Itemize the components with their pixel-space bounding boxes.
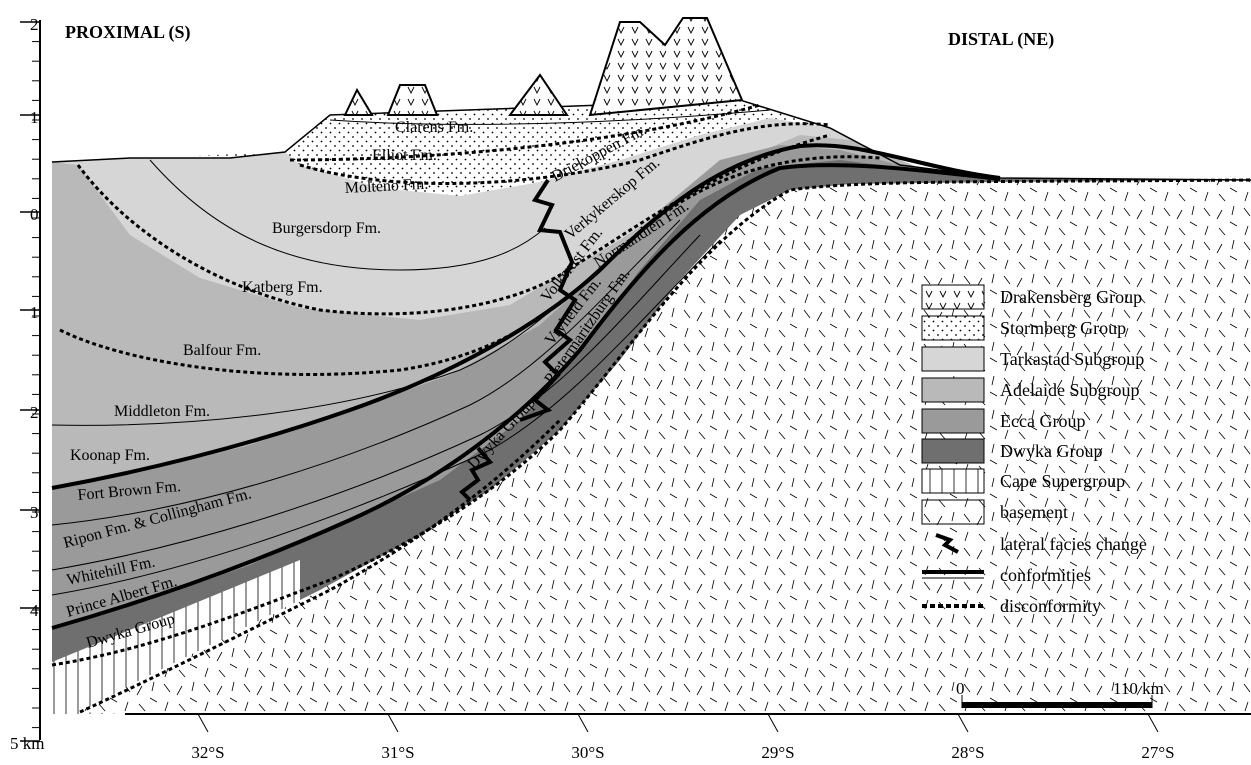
depth-label: 1: [30, 108, 39, 127]
cross-section: PROXIMAL (S) DISTAL (NE) 0 110 km 2 1 0 1 2 3…: [0, 0, 1251, 765]
legend-swatch: [922, 316, 984, 340]
formation-label: Balfour Fm.: [183, 342, 261, 359]
distal-label: DISTAL (NE): [948, 29, 1054, 50]
lat-label: 27°S: [1141, 743, 1174, 762]
lat-tick: [768, 714, 778, 732]
lat-label: 30°S: [571, 743, 604, 762]
legend-label: Tarkastad Subgroup: [1000, 349, 1144, 369]
depth-label: 5 km: [10, 734, 44, 753]
scale-start: 0: [956, 679, 965, 698]
lat-tick: [388, 714, 398, 732]
legend-label: Stormberg Group: [1000, 318, 1126, 338]
depth-label: 0: [30, 205, 39, 224]
legend-label: Drakensberg Group: [1000, 287, 1142, 307]
depth-label: 4: [30, 601, 39, 620]
legend-swatch: [922, 500, 984, 524]
lat-label: 32°S: [191, 743, 224, 762]
formation-label: Middleton Fm.: [114, 403, 210, 420]
proximal-label: PROXIMAL (S): [65, 22, 191, 43]
lat-tick: [578, 714, 588, 732]
legend-swatch: [922, 347, 984, 371]
legend-label: disconformity: [1000, 596, 1101, 616]
legend-swatch: [922, 439, 984, 463]
formation-label: Clarens Fm.: [395, 119, 473, 136]
legend-label: Ecca Group: [1000, 411, 1085, 431]
legend-label: Cape Supergroup: [1000, 471, 1125, 491]
depth-label: 3: [30, 503, 39, 522]
legend-swatch: [922, 409, 984, 433]
drakensberg: [345, 18, 742, 115]
formation-label: Katberg Fm.: [242, 279, 323, 296]
depth-label: 2: [30, 403, 39, 422]
legend-swatch: [922, 378, 984, 402]
lat-tick: [1148, 714, 1158, 732]
formation-label: Elliot Fm.: [372, 147, 437, 164]
lat-label: 31°S: [381, 743, 414, 762]
scale-bar: [962, 702, 1152, 708]
legend-label: basement: [1000, 502, 1068, 522]
legend-swatch: [922, 285, 984, 309]
depth-label: 1: [30, 303, 39, 322]
scale-end: 110 km: [1113, 679, 1164, 698]
depth-label: 2: [30, 15, 39, 34]
lat-tick: [198, 714, 208, 732]
lat-label: 28°S: [951, 743, 984, 762]
legend-label: lateral facies change: [1000, 534, 1147, 554]
legend-label: Dwyka Group: [1000, 441, 1102, 461]
lat-label: 29°S: [761, 743, 794, 762]
legend-label: conformities: [1000, 565, 1091, 585]
formation-label: Koonap Fm.: [70, 447, 150, 464]
legend-swatch: [922, 469, 984, 493]
lat-tick: [958, 714, 968, 732]
formation-label: Burgersdorp Fm.: [272, 220, 381, 237]
legend-label: Adelaide Subgroup: [1000, 380, 1139, 400]
